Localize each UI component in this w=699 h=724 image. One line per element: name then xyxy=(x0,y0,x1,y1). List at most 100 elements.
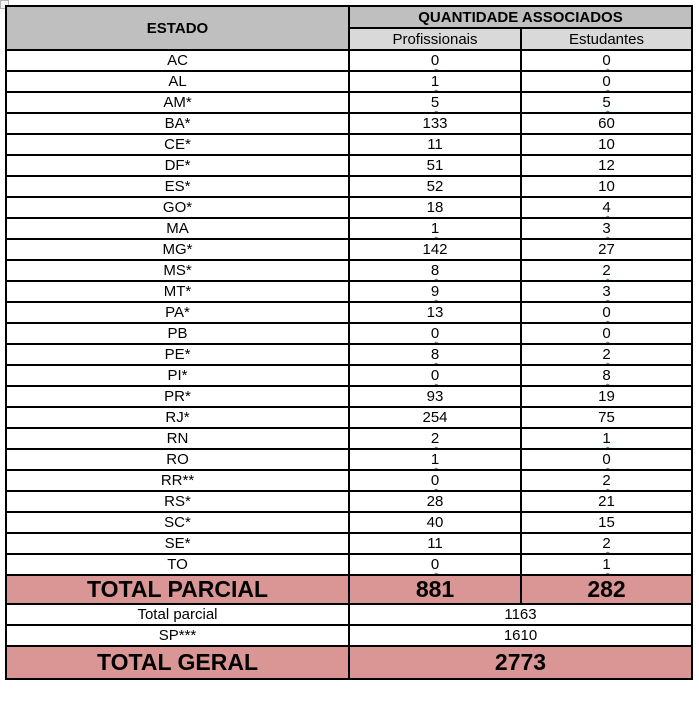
state-cell: PR* xyxy=(5,385,350,408)
state-cell: RO xyxy=(5,448,350,471)
state-cell: MA xyxy=(5,217,350,240)
estudantes-cell-text: 2 xyxy=(602,346,611,363)
state-cell-text: ES* xyxy=(164,178,191,195)
table-row: SE* 11 2 xyxy=(5,532,693,555)
estudantes-cell: 1 xyxy=(520,427,693,450)
subtotal-row: Total parcial 1163 xyxy=(5,603,693,626)
profissionais-cell-text: 1 xyxy=(430,220,440,237)
state-cell-text: TO xyxy=(167,556,188,573)
state-cell-text: MA xyxy=(166,220,189,237)
table-row: RJ* 254 75 xyxy=(5,406,693,429)
profissionais-cell-text: 51 xyxy=(426,157,444,174)
header-row-sub: Profissionais Estudantes xyxy=(6,27,693,51)
profissionais-cell: 18 xyxy=(348,196,522,219)
table-row: RS* 28 21 xyxy=(5,490,693,513)
profissionais-cell: 1 xyxy=(348,217,522,240)
estudantes-cell-text: 1 xyxy=(602,556,611,573)
table-row: MA 1 3 xyxy=(5,217,693,240)
state-cell-text: GO* xyxy=(162,199,193,216)
estudantes-cell: 4 xyxy=(520,196,693,219)
state-cell-text: SE* xyxy=(164,535,191,552)
profissionais-cell-text: 28 xyxy=(426,493,444,510)
sp-row: SP*** 1610 xyxy=(5,624,693,647)
state-cell-text: AL xyxy=(168,73,187,90)
table-row: MG* 142 27 xyxy=(5,238,693,261)
table-row: AM* 5 5 xyxy=(5,91,693,114)
profissionais-cell-text: 133 xyxy=(422,115,448,132)
profissionais-cell-text: 0 xyxy=(430,472,440,489)
estudantes-cell: 2 xyxy=(520,343,693,366)
estudantes-cell-text: 0 xyxy=(602,451,611,468)
estudantes-cell-text: 19 xyxy=(598,388,615,405)
estudantes-cell-text: 15 xyxy=(598,514,615,531)
profissionais-cell: 8 xyxy=(348,259,522,282)
state-cell-text: RS* xyxy=(164,493,191,510)
estudantes-cell: 10 xyxy=(520,133,693,156)
state-cell-text: RR** xyxy=(160,472,195,489)
profissionais-cell-text: 2 xyxy=(430,430,440,447)
state-cell: SE* xyxy=(5,532,350,555)
profissionais-cell-text: 52 xyxy=(426,178,444,195)
estudantes-cell-text: 8 xyxy=(602,367,611,384)
estudantes-cell-text: 12 xyxy=(598,157,615,174)
table-row: RN 2 1 xyxy=(5,427,693,450)
estudantes-cell-text: 1 xyxy=(602,430,611,447)
estudantes-cell: 21 xyxy=(520,490,693,513)
state-cell: AC xyxy=(5,49,350,72)
profissionais-cell: 0 xyxy=(348,469,522,492)
profissionais-cell: 51 xyxy=(348,154,522,177)
state-cell: DF* xyxy=(5,154,350,177)
estudantes-cell-text: 75 xyxy=(598,409,615,426)
table-row: DF* 51 12 xyxy=(5,154,693,177)
header-estado: ESTADO xyxy=(5,5,350,51)
state-cell-text: RJ* xyxy=(165,409,190,426)
estudantes-cell: 0 xyxy=(520,301,693,324)
profissionais-cell: 9 xyxy=(348,280,522,303)
state-cell: MG* xyxy=(5,238,350,261)
subtotal-value: 1163 xyxy=(348,603,693,626)
estudantes-cell-text: 5 xyxy=(602,94,611,111)
estudantes-cell-text: 0 xyxy=(602,325,611,342)
estudantes-cell: 10 xyxy=(520,175,693,198)
total-parcial-row: TOTAL PARCIAL 881 282 xyxy=(5,574,693,605)
state-cell: RR** xyxy=(5,469,350,492)
estudantes-cell-text: 2 xyxy=(602,262,611,279)
profissionais-cell-text: 11 xyxy=(427,535,443,552)
estudantes-cell-text: 0 xyxy=(602,73,611,90)
state-cell-text: MS* xyxy=(163,262,192,279)
estudantes-cell-text: 2 xyxy=(602,535,611,552)
estudantes-cell-text: 0 xyxy=(602,52,611,69)
estudantes-cell: 2 xyxy=(520,469,693,492)
state-rows: AC 0 0 AL 1 0 AM* 5 5 BA* 133 60 CE* 11 10 DF* 51 12 ES* 52… xyxy=(5,49,693,576)
total-parcial-profissionais: 881 xyxy=(348,574,522,605)
profissionais-cell: 40 xyxy=(348,511,522,534)
associados-table: ESTADO QUANTIDADE ASSOCIADOS Profissiona… xyxy=(5,5,693,680)
estudantes-cell: 60 xyxy=(520,112,693,135)
state-cell-text: PA* xyxy=(165,304,190,321)
estudantes-cell: 0 xyxy=(520,70,693,93)
state-cell-text: DF* xyxy=(164,157,191,174)
profissionais-cell-text: 0 xyxy=(430,325,440,342)
estudantes-cell: 19 xyxy=(520,385,693,408)
profissionais-cell: 8 xyxy=(348,343,522,366)
table-row: RO 1 0 xyxy=(5,448,693,471)
estudantes-cell: 27 xyxy=(520,238,693,261)
profissionais-cell-text: 11 xyxy=(427,136,443,153)
profissionais-cell: 93 xyxy=(348,385,522,408)
estudantes-cell: 0 xyxy=(520,49,693,72)
profissionais-cell-text: 13 xyxy=(426,304,444,321)
total-parcial-estudantes: 282 xyxy=(520,574,693,605)
table-row: PA* 13 0 xyxy=(5,301,693,324)
profissionais-cell-text: 1 xyxy=(430,451,440,468)
state-cell: ES* xyxy=(5,175,350,198)
profissionais-cell: 1 xyxy=(348,70,522,93)
state-cell: AL xyxy=(5,70,350,93)
subtotal-label: Total parcial xyxy=(5,603,350,626)
header-profissionais: Profissionais xyxy=(348,27,522,51)
profissionais-cell-text: 0 xyxy=(430,556,440,573)
total-geral-value: 2773 xyxy=(348,645,693,680)
sp-label: SP*** xyxy=(5,624,350,647)
estudantes-cell: 1 xyxy=(520,553,693,576)
state-cell: MT* xyxy=(5,280,350,303)
table-row: CE* 11 10 xyxy=(5,133,693,156)
